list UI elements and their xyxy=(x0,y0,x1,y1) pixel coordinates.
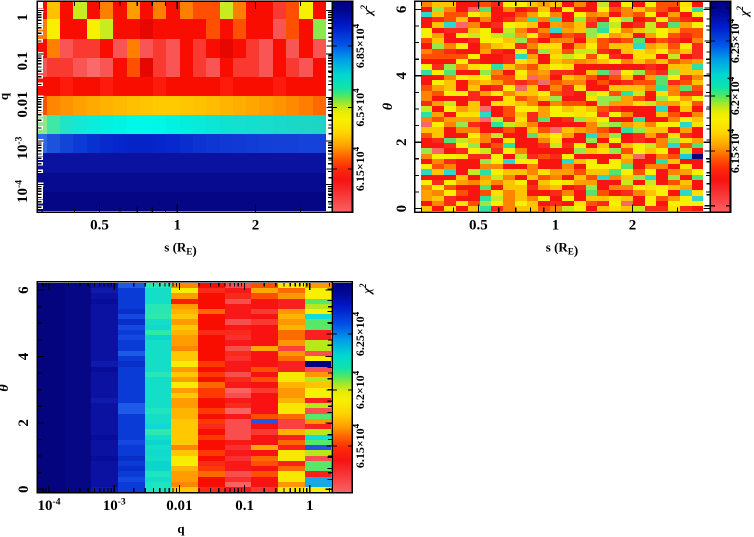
svg-text:6.5×104: 6.5×104 xyxy=(351,88,367,127)
svg-text:2: 2 xyxy=(252,218,260,234)
svg-text:1: 1 xyxy=(306,498,314,514)
svg-text:q: q xyxy=(0,92,11,100)
svg-text:2: 2 xyxy=(16,419,32,427)
svg-text:0: 0 xyxy=(16,486,32,494)
svg-text:0.1: 0.1 xyxy=(235,498,254,514)
svg-text:6.15×104: 6.15×104 xyxy=(726,128,742,173)
svg-text:6.15×104: 6.15×104 xyxy=(351,146,367,191)
svg-text:0.5: 0.5 xyxy=(90,218,109,234)
svg-text:θ: θ xyxy=(0,384,12,392)
svg-text:2: 2 xyxy=(394,138,410,146)
svg-text:6.2×104: 6.2×104 xyxy=(726,76,742,115)
svg-text:2: 2 xyxy=(629,218,637,234)
svg-text:6.25×104: 6.25×104 xyxy=(726,18,742,63)
svg-text:0: 0 xyxy=(394,205,410,213)
svg-text:6.15×104: 6.15×104 xyxy=(351,423,367,468)
svg-text:0.1: 0.1 xyxy=(15,52,31,71)
svg-text:θ: θ xyxy=(381,102,396,110)
svg-text:0.01: 0.01 xyxy=(166,498,192,514)
svg-text:1: 1 xyxy=(15,14,31,22)
svg-text:4: 4 xyxy=(16,352,32,360)
svg-text:q: q xyxy=(177,521,185,536)
svg-text:6.25×104: 6.25×104 xyxy=(351,311,367,356)
svg-text:1: 1 xyxy=(174,218,182,234)
svg-text:0.5: 0.5 xyxy=(469,218,488,234)
svg-text:6: 6 xyxy=(394,5,410,13)
svg-text:6.85×104: 6.85×104 xyxy=(351,23,367,68)
svg-text:1: 1 xyxy=(552,218,560,234)
svg-text:0.01: 0.01 xyxy=(15,91,31,117)
svg-text:4: 4 xyxy=(394,72,410,80)
svg-text:6: 6 xyxy=(16,286,32,294)
svg-text:6.2×104: 6.2×104 xyxy=(351,370,367,409)
